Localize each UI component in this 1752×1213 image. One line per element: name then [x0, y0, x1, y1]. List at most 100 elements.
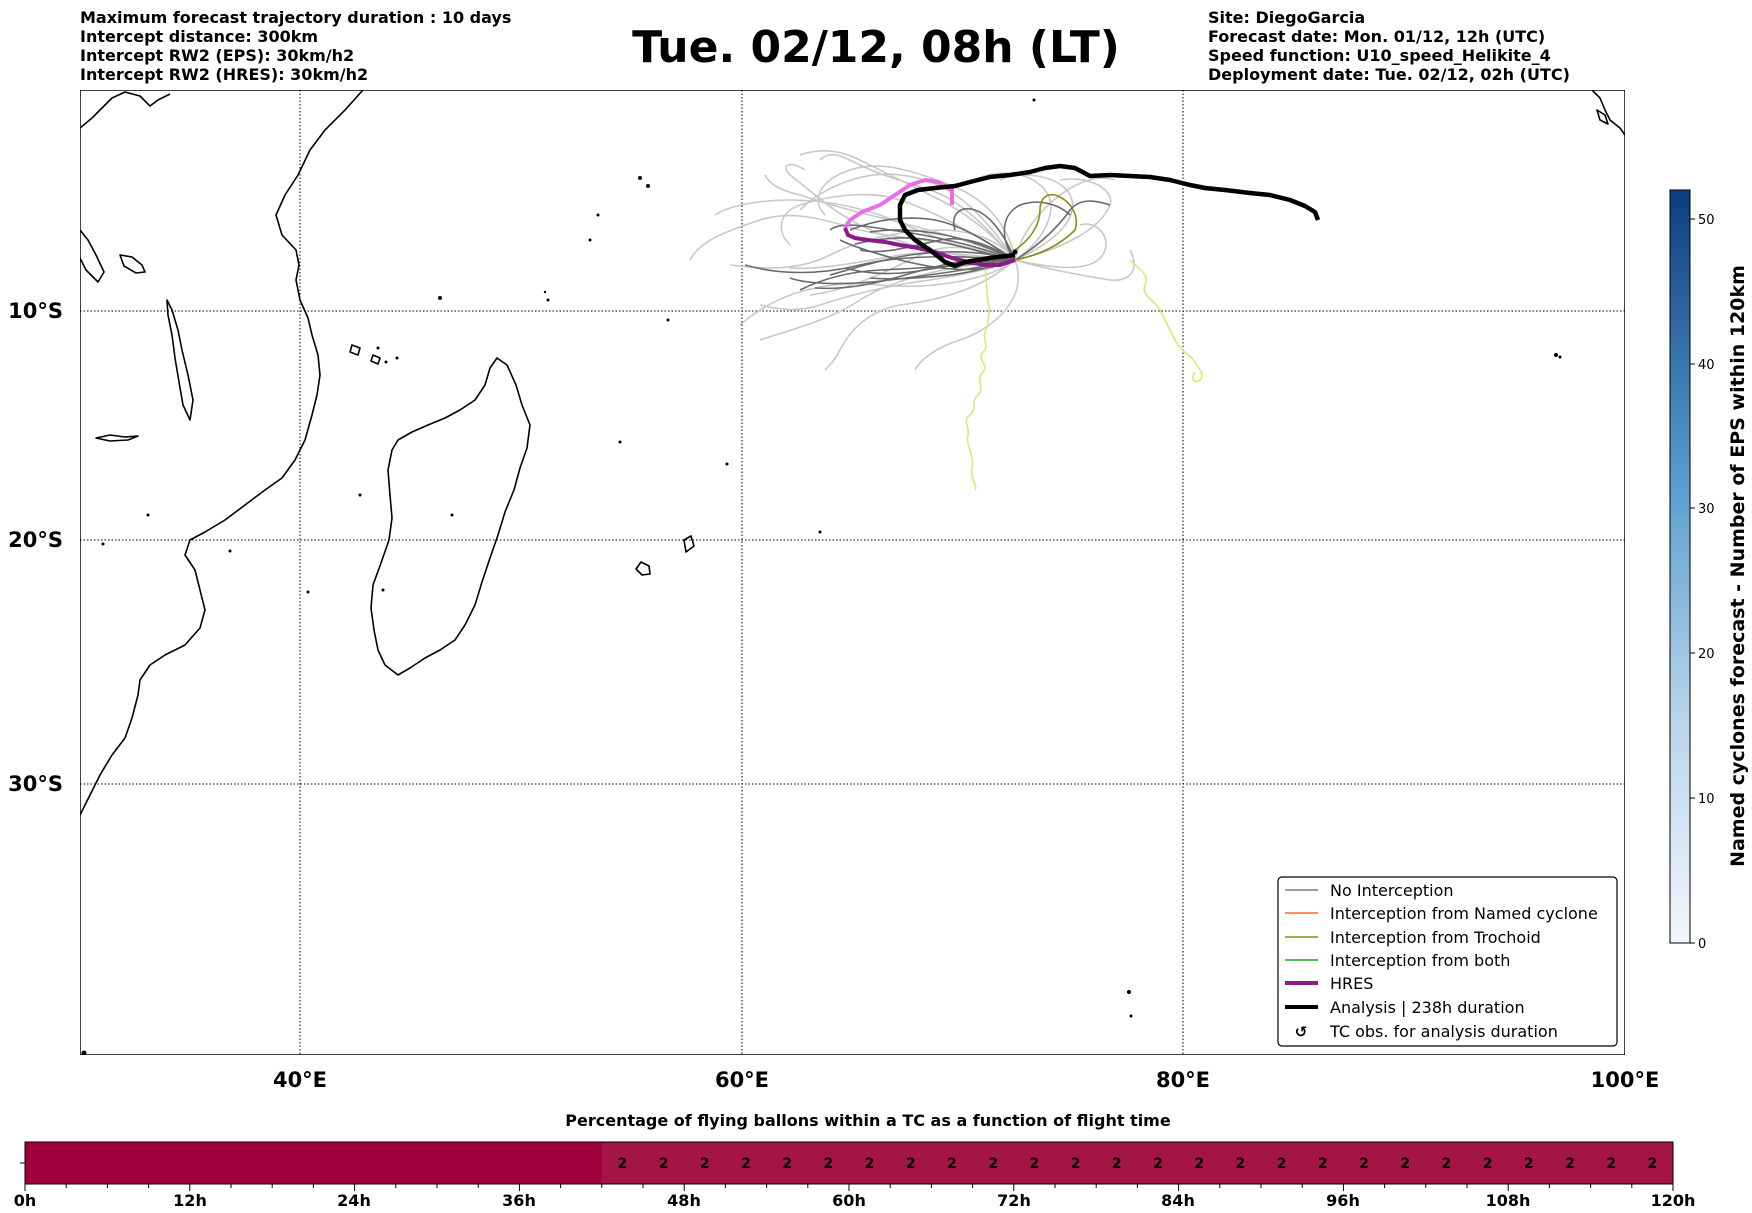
lat-label-30s: 30°S: [8, 772, 63, 796]
map-legend: No Interception Interception from Named …: [1277, 876, 1618, 1047]
bar-cell-value: 2: [659, 1156, 669, 1172]
bar-cell-value: 2: [1524, 1156, 1534, 1172]
cyclone-symbol-icon: ↺: [1295, 1023, 1308, 1041]
legend-item-named-cyclone: Interception from Named cyclone: [1285, 904, 1598, 923]
flight-time-bar: Percentage of flying ballons within a TC…: [14, 1111, 1696, 1210]
lon-label-60e: 60°E: [715, 1068, 769, 1092]
colorbar-tick-10: 10: [1698, 792, 1715, 807]
bar-ticks: [24, 1184, 1674, 1191]
legend-item-both: Interception from both: [1285, 951, 1510, 970]
colorbar-tick-40: 40: [1698, 358, 1715, 373]
bar-cell-value: 2: [1277, 1156, 1287, 1172]
page-title: Tue. 02/12, 08h (LT): [632, 22, 1120, 73]
colorbar: 0 10 20 30 40 50 Named cyclones forecast…: [1669, 189, 1749, 952]
bar-tick-label-60h: 60h: [832, 1191, 866, 1210]
legend-label-analysis: Analysis | 238h duration: [1330, 998, 1525, 1017]
legend-label-named-cyclone: Interception from Named cyclone: [1330, 904, 1598, 923]
colorbar-tick-20: 20: [1698, 647, 1715, 662]
bar-cell-value: 2: [741, 1156, 751, 1172]
coast-java-tip: [1591, 90, 1625, 136]
legend-item-analysis: Analysis | 238h duration: [1285, 998, 1525, 1017]
colorbar-gradient: [1669, 189, 1691, 944]
bar-cell-value: 2: [1483, 1156, 1493, 1172]
colorbar-tick-50: 50: [1698, 213, 1715, 228]
bar-tick-label-84h: 84h: [1161, 1191, 1195, 1210]
header-speed-function: Speed function: U10_speed_Helikite_4: [1208, 46, 1551, 65]
bar-tick-label-96h: 96h: [1326, 1191, 1360, 1210]
coast-comoros-2: [370, 354, 381, 365]
bar-cell-value: 2: [1606, 1156, 1616, 1172]
bar-values: 2 2 2 2 2 2 2 2 2 2 2 2 2 2 2 2 2 2 2 2 2 2 2 2 2 2: [618, 1156, 1658, 1172]
tc-track-east: [1129, 259, 1203, 383]
coast-comoros-1: [349, 344, 361, 356]
header-forecast-date: Forecast date: Mon. 01/12, 12h (UTC): [1208, 27, 1546, 46]
coast-madagascar: [370, 357, 531, 676]
analysis-track: [897, 163, 1321, 269]
header-info-left: Maximum forecast trajectory duration : 1…: [80, 8, 511, 84]
bar-cell-value: 2: [906, 1156, 916, 1172]
coast-africa-east: [80, 90, 364, 816]
header-site: Site: DiegoGarcia: [1208, 8, 1366, 27]
colorbar-title: Named cyclones forecast - Number of EPS …: [1727, 265, 1749, 867]
bar-cell-value: 2: [1194, 1156, 1204, 1172]
coast-socotra-island: [119, 254, 146, 274]
bar-cell-value: 2: [1565, 1156, 1575, 1172]
bar-cell-value: 2: [988, 1156, 998, 1172]
bar-cell-value: 2: [782, 1156, 792, 1172]
bar-cell-value: 2: [1153, 1156, 1163, 1172]
bar-segment-light: [602, 1142, 1673, 1184]
coast-seychelles: [166, 299, 194, 421]
bar-cell-value: 2: [824, 1156, 834, 1172]
bar-cell-value: 2: [700, 1156, 710, 1172]
bar-tick-label-108h: 108h: [1486, 1191, 1531, 1210]
header-deployment-date: Deployment date: Tue. 02/12, 02h (UTC): [1208, 65, 1570, 84]
bar-cell-value: 2: [947, 1156, 957, 1172]
legend-item-no-interception: No Interception: [1285, 881, 1454, 900]
coast-somali-shore: [80, 229, 105, 283]
coastlines: [80, 90, 1625, 816]
coast-mauritius: [683, 535, 695, 553]
bar-tick-label-48h: 48h: [667, 1191, 701, 1210]
bar-cell-value: 2: [1318, 1156, 1328, 1172]
bar-tick-label-36h: 36h: [502, 1191, 536, 1210]
legend-item-trochoid: Interception from Trochoid: [1285, 928, 1541, 947]
colorbar-tick-30: 30: [1698, 502, 1715, 517]
legend-item-tc-obs: ↺ TC obs. for analysis duration: [1295, 1022, 1558, 1041]
bar-cell-value: 2: [1400, 1156, 1410, 1172]
coast-reunion: [635, 561, 651, 576]
bar-segment-dark: [25, 1142, 602, 1184]
lon-labels: 40°E 60°E 80°E 100°E: [273, 1068, 1659, 1092]
bar-title: Percentage of flying ballons within a TC…: [565, 1111, 1171, 1130]
bar-cell-value: 2: [1359, 1156, 1369, 1172]
bar-cell-value: 2: [618, 1156, 628, 1172]
header-intercept-distance: Intercept distance: 300km: [80, 27, 319, 46]
coast-africa-north: [80, 91, 171, 129]
header-intercept-eps: Intercept RW2 (EPS): 30km/h2: [80, 46, 355, 65]
bar-cell-value: 2: [865, 1156, 875, 1172]
bar-cell-value: 2: [1112, 1156, 1122, 1172]
bar-cell-value: 2: [1442, 1156, 1452, 1172]
lon-label-80e: 80°E: [1156, 1068, 1210, 1092]
deployment-site-marker: [1012, 249, 1018, 255]
lat-label-20s: 20°S: [8, 528, 63, 552]
legend-label-no-interception: No Interception: [1330, 881, 1454, 900]
header-duration: Maximum forecast trajectory duration : 1…: [80, 8, 512, 27]
bar-tick-label-72h: 72h: [997, 1191, 1031, 1210]
bar-cell-value: 2: [1071, 1156, 1081, 1172]
lat-labels: 10°S 20°S 30°S: [8, 299, 63, 796]
coast-sumatra-islet: [1596, 109, 1609, 125]
legend-label-tc-obs: TC obs. for analysis duration: [1329, 1022, 1558, 1041]
header-info-right: Site: DiegoGarcia Forecast date: Mon. 01…: [1208, 8, 1570, 84]
lon-label-40e: 40°E: [273, 1068, 327, 1092]
lon-label-100e: 100°E: [1591, 1068, 1660, 1092]
colorbar-tick-0: 0: [1698, 937, 1706, 952]
trochoid-interception-track: [1014, 193, 1077, 261]
hres-track: [843, 227, 1016, 267]
bar-tick-label-0h: 0h: [14, 1191, 37, 1210]
legend-label-hres: HRES: [1330, 974, 1373, 993]
tc-track-west: [965, 269, 991, 491]
coast-bar-island: [95, 434, 139, 442]
lat-label-10s: 10°S: [8, 299, 63, 323]
bar-cell-value: 2: [1236, 1156, 1246, 1172]
